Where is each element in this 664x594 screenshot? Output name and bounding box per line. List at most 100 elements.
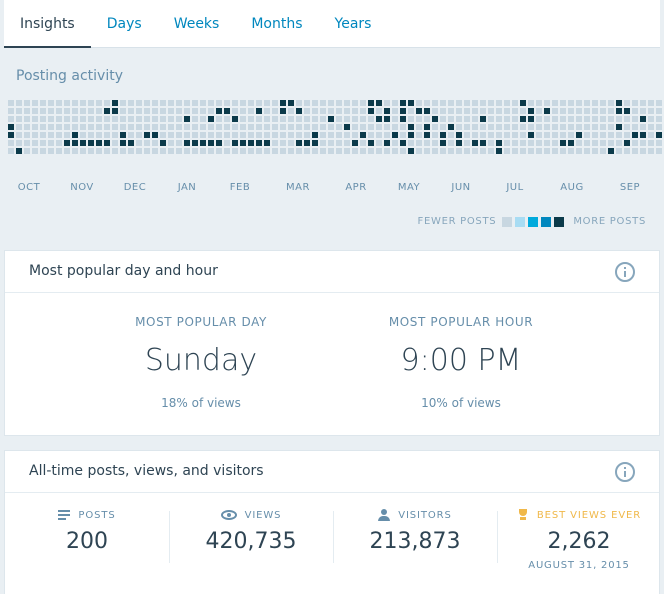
heatmap-cell (376, 108, 382, 114)
heatmap-cell (496, 124, 502, 130)
heatmap-cell (472, 100, 478, 106)
heatmap-cell (72, 108, 78, 114)
alltime-card-header: All-time posts, views, and visitors (5, 451, 659, 493)
heatmap-cell (192, 148, 198, 154)
heatmap-cell (576, 148, 582, 154)
heatmap-cell (200, 132, 206, 138)
heatmap-cell (584, 100, 590, 106)
heatmap-cell (120, 148, 126, 154)
user-icon (378, 509, 391, 521)
heatmap-cell (568, 100, 574, 106)
heatmap-cell (560, 100, 566, 106)
heatmap-cell (408, 108, 414, 114)
heatmap-cell (304, 124, 310, 130)
heatmap-cell (520, 148, 526, 154)
heatmap-cell (240, 140, 246, 146)
heatmap-cell (88, 108, 94, 114)
heatmap-cell (16, 108, 22, 114)
heatmap-cell (536, 140, 542, 146)
heatmap-cell (560, 116, 566, 122)
heatmap-cell (152, 108, 158, 114)
heatmap-cell (104, 132, 110, 138)
heatmap-cell (328, 148, 334, 154)
heatmap-cell (152, 132, 158, 138)
heatmap-cell (272, 140, 278, 146)
heatmap-cell (536, 132, 542, 138)
heatmap-cell (600, 124, 606, 130)
heatmap-cell (576, 116, 582, 122)
info-icon[interactable] (615, 462, 635, 482)
heatmap-cell (320, 116, 326, 122)
heatmap-cell (88, 116, 94, 122)
tab-days[interactable]: Days (106, 16, 142, 32)
heatmap-cell (368, 132, 374, 138)
heatmap-cell (592, 116, 598, 122)
heatmap-cell (240, 100, 246, 106)
heatmap-cell (128, 100, 134, 106)
heatmap-cell (80, 116, 86, 122)
tab-years[interactable]: Years (334, 16, 372, 32)
tab-months[interactable]: Months (251, 16, 303, 32)
heatmap-cell (128, 116, 134, 122)
heatmap-cell (344, 108, 350, 114)
heatmap-cell (552, 108, 558, 114)
info-icon[interactable] (615, 262, 635, 282)
heatmap-cell (528, 132, 534, 138)
heatmap-cell (312, 108, 318, 114)
heatmap-cell (112, 100, 118, 106)
heatmap-cell (592, 140, 598, 146)
heatmap-cell (216, 100, 222, 106)
heatmap-cell (24, 132, 30, 138)
heatmap-cell (360, 116, 366, 122)
heatmap-cell (232, 116, 238, 122)
heatmap-cell (272, 108, 278, 114)
heatmap-cell (72, 140, 78, 146)
heatmap-cell (320, 100, 326, 106)
heatmap-cell (200, 100, 206, 106)
heatmap-cell (64, 148, 70, 154)
heatmap-cell (472, 140, 478, 146)
heatmap-cell (360, 124, 366, 130)
heatmap-cell (552, 132, 558, 138)
heatmap-cell (216, 148, 222, 154)
heatmap-cell (520, 140, 526, 146)
heatmap-cell (272, 124, 278, 130)
heatmap-cell (368, 124, 374, 130)
heatmap-cell (368, 140, 374, 146)
heatmap-cell (256, 124, 262, 130)
posts-value: 200 (66, 529, 108, 554)
heatmap-cell (184, 132, 190, 138)
heatmap-cell (376, 140, 382, 146)
heatmap-cell (144, 100, 150, 106)
heatmap-cell (120, 124, 126, 130)
heatmap-cell (136, 148, 142, 154)
heatmap-cell (272, 116, 278, 122)
heatmap-cell (96, 124, 102, 130)
heatmap-cell (528, 148, 534, 154)
heatmap-cell (584, 124, 590, 130)
heatmap-cell (24, 116, 30, 122)
tab-insights[interactable]: Insights (4, 0, 91, 48)
heatmap-cell (96, 148, 102, 154)
tab-weeks[interactable]: Weeks (173, 16, 220, 32)
heatmap-cell (264, 140, 270, 146)
heatmap-cell (136, 116, 142, 122)
heatmap-cell (600, 148, 606, 154)
heatmap-cell (440, 140, 446, 146)
heatmap-cell (232, 124, 238, 130)
heatmap-cell (632, 108, 638, 114)
heatmap-cell (504, 108, 510, 114)
heatmap-cell (240, 148, 246, 154)
heatmap-cell (248, 116, 254, 122)
heatmap-cell (168, 116, 174, 122)
heatmap-cell (16, 124, 22, 130)
heatmap-cell (504, 116, 510, 122)
heatmap-cell (576, 108, 582, 114)
heatmap-cell (104, 116, 110, 122)
heatmap-cell (24, 100, 30, 106)
heatmap-cell (592, 148, 598, 154)
heatmap-cell (40, 148, 46, 154)
heatmap-cell (512, 148, 518, 154)
legend-swatch-4 (554, 216, 565, 227)
heatmap-cell (400, 100, 406, 106)
